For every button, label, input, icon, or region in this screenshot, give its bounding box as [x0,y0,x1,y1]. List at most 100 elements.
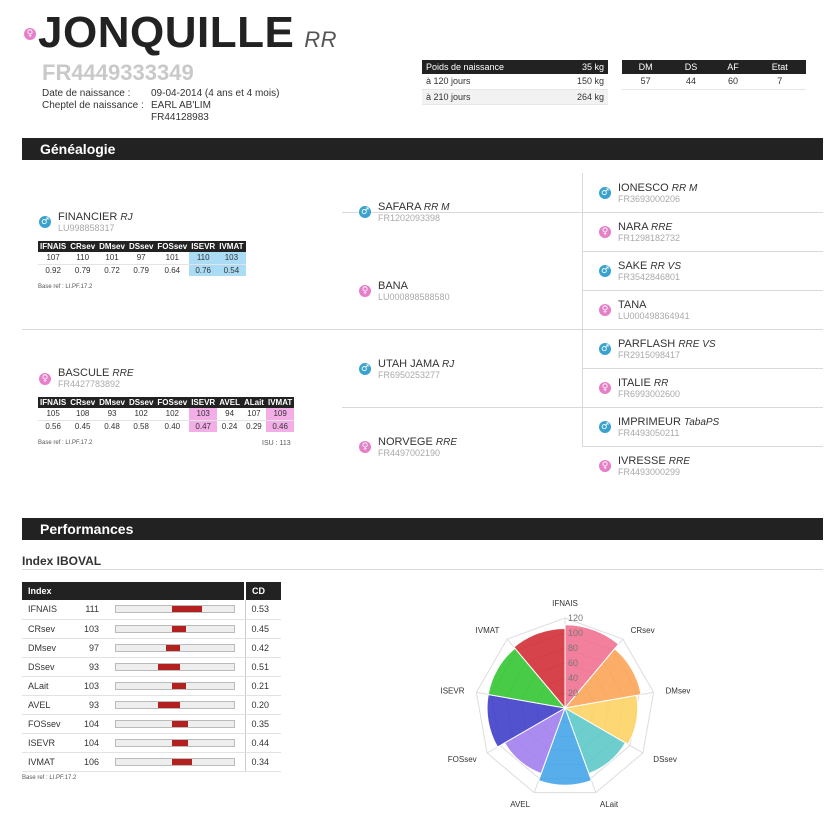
index-header: IFNAIS [38,241,69,252]
father-name[interactable]: FINANCIER RJ [58,211,133,223]
great-grandparent-reg: FR4493050211 [618,428,680,438]
mother-name[interactable]: BASCULE RRE [58,367,134,379]
mother-base-ref: Base ref : LI.PF.17.2 [38,440,93,446]
polar-sector-crsev [563,648,642,709]
table-row: IFNAIS 111 0.53 [22,600,281,620]
divider [582,290,823,291]
divider [582,368,823,369]
male-icon: ♂ [599,265,611,277]
mother-isu: ISU : 113 [262,440,291,447]
index-cd: 0.58 [126,419,156,432]
iboval-label: DSsev [22,657,69,677]
iboval-bar-fill [172,739,188,746]
index-header: IFNAIS [38,397,69,408]
iboval-cd: 0.42 [244,638,281,658]
index-cd: 0.24 [217,419,242,432]
morpho-header: AF [712,60,754,74]
great-grandparent-name-text: IVRESSE [618,455,666,467]
index-value: 93 [107,409,117,419]
great-grandparent-name[interactable]: SAKE RR VS [618,260,681,272]
female-icon: ♀ [599,304,611,316]
iboval-index-header: Index [22,582,245,600]
table-row: IVMAT 106 0.34 [22,752,281,772]
iboval-bar-track [115,719,235,728]
divider [342,407,582,408]
animal-name: JONQUILLE [38,8,295,57]
great-grandparent-name[interactable]: ITALIE RR [618,377,668,389]
table-row: AVEL 93 0.20 [22,695,281,715]
index-header: ISEVR [189,241,218,252]
weight-value: 150 kg [554,74,608,90]
index-header: DSsev [126,397,156,408]
great-grandparent-name[interactable]: IMPRIMEUR TabaPS [618,416,719,428]
iboval-cd: 0.21 [244,676,281,696]
birth-date-label: Date de naissance : [42,88,131,99]
weight-label: à 210 jours [422,89,555,105]
iboval-value: 106 [69,752,107,772]
index-value: 102 [165,409,179,419]
divider [582,407,823,408]
female-icon: ♀ [599,382,611,394]
great-grandparent-reg: LU000498364941 [618,311,690,321]
iboval-value: 111 [69,600,107,620]
index-cd: 0.76 [189,263,218,276]
grandparent-name[interactable]: SAFARA RR M [378,201,449,213]
iboval-bar-track [115,738,235,747]
iboval-cd: 0.44 [244,733,281,753]
great-grandparent-reg: FR2915098417 [618,350,681,360]
male-icon: ♂ [359,206,371,218]
iboval-table-body: IFNAIS 111 0.53 CRsev 103 0.45 DMsev 97 0.42 DSse… [22,600,281,772]
polar-sector-alait [537,706,593,786]
morpho-header: Etat [753,60,806,74]
morpho-table: DM DS AF Etat 57 44 60 7 [622,60,806,90]
index-value: 110 [76,253,90,263]
iboval-bar-cell [107,619,245,639]
grandparent-name[interactable]: BANA [378,280,408,292]
great-grandparent-race: RR [653,378,669,389]
grandparent-name-text: BANA [378,280,408,292]
iboval-bar-track [115,643,235,652]
divider [22,569,823,570]
index-cd: 0.79 [68,263,98,276]
weight-header-label: Poids de naissance [422,60,555,74]
father-index-table: IFNAIS CRsev DMsev DSsev FOSsev ISEVR IV… [38,241,246,276]
iboval-value: 97 [69,638,107,658]
index-cd: 0.92 [38,263,69,276]
grandparent-name[interactable]: UTAH JAMA RJ [378,358,454,370]
great-grandparent-name[interactable]: NARA RRE [618,221,672,233]
grandparent-name-text: SAFARA [378,201,421,213]
index-header: ISEVR [189,397,218,408]
polar-category-label: IVMAT [476,626,500,635]
father-race: RJ [120,212,133,223]
polar-tick-label: 100 [568,628,583,638]
index-value: 110 [189,252,218,264]
great-grandparent-name[interactable]: TANA [618,299,647,311]
iboval-label: IFNAIS [22,600,69,620]
great-grandparent-name[interactable]: IVRESSE RRE [618,455,690,467]
great-grandparent-name[interactable]: IONESCO RR M [618,182,697,194]
index-cd: 0.56 [38,419,69,432]
polar-category-label: DSsev [653,755,677,764]
index-header: FOSsev [155,397,190,408]
great-grandparent-name[interactable]: PARFLASH RRE VS [618,338,716,350]
iboval-bar-fill [158,701,180,708]
morpho-header: DM [622,60,670,74]
great-grandparent-race: RRE [651,222,673,233]
male-icon: ♂ [599,187,611,199]
female-icon: ♀ [599,226,611,238]
weights-table: Poids de naissance 35 kg à 120 jours 150 k… [422,60,608,105]
index-header: DMsev [97,241,127,252]
index-header: DSsev [126,241,156,252]
male-icon: ♂ [599,343,611,355]
grandparent-name[interactable]: NORVEGE RRE [378,436,457,448]
grandparent-reg: FR1202093398 [378,213,441,223]
polar-category-label: AVEL [510,800,530,809]
index-cd: 0.72 [97,263,127,276]
father-reg: LU998858317 [58,223,115,233]
grandparent-reg: LU000898588580 [378,292,450,302]
grandparent-reg: FR4497002190 [378,448,441,458]
grandparent-reg: FR6950253277 [378,370,441,380]
iboval-label: IVMAT [22,752,69,772]
index-header: DMsev [97,397,127,408]
iboval-base-ref: Base ref : LI.PF.17.2 [22,775,77,781]
